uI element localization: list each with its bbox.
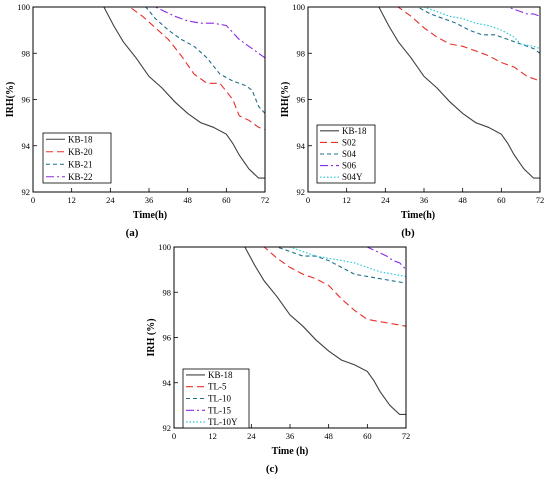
series-line [174, 246, 407, 277]
y-tick-label: 96 [22, 95, 31, 105]
x-tick-label: 60 [222, 195, 231, 205]
x-tick-label: 48 [324, 431, 333, 441]
x-tick-label: 12 [342, 195, 351, 205]
legend-entry: KB-18 [342, 126, 367, 136]
y-axis-label: IRH(%) [280, 82, 291, 118]
y-tick-label: 98 [297, 48, 306, 58]
legend-box [316, 124, 376, 184]
legend-entry: S02 [342, 137, 356, 147]
series-line [33, 6, 266, 114]
series-line [308, 6, 541, 54]
x-tick-label: 0 [172, 431, 176, 441]
y-axis-label: IRH (%) [146, 318, 157, 356]
y-tick-label: 98 [22, 48, 31, 58]
legend-entry: KB-18 [68, 134, 93, 144]
y-tick-label: 92 [297, 187, 306, 197]
y-tick-label: 92 [22, 187, 31, 197]
legend-entry: KB-21 [68, 159, 93, 169]
y-tick-label: 100 [17, 2, 30, 12]
x-tick-label: 12 [67, 195, 76, 205]
series-line [308, 6, 541, 82]
y-tick-label: 94 [163, 378, 172, 388]
y-tick-label: 96 [297, 95, 306, 105]
series-line [33, 6, 266, 131]
y-tick-label: 98 [163, 287, 172, 297]
legend-entry: KB-18 [208, 370, 233, 380]
x-tick-label: 36 [145, 195, 154, 205]
x-tick-label: 60 [363, 431, 372, 441]
legend-entry: S04Y [342, 172, 363, 182]
legend-entry: S06 [342, 161, 357, 171]
x-tick-label: 48 [183, 195, 192, 205]
legend-entry: TL-10 [208, 394, 231, 404]
x-tick-label: 72 [402, 431, 411, 441]
panel-label: (c) [266, 463, 279, 475]
chart-panel: 0 12 24 36 48 60 72 92 94 96 98 100 Time (h) IRH (%) (… [146, 242, 410, 475]
legend-entry: KB-20 [68, 147, 93, 157]
y-tick-label: 96 [163, 333, 172, 343]
x-tick-label: 72 [261, 195, 270, 205]
y-tick-label: 100 [292, 2, 305, 12]
legend-entry: TL-10Y [208, 417, 238, 427]
legend-entry: KB-22 [68, 172, 93, 182]
x-tick-label: 36 [420, 195, 429, 205]
x-axis-label: Time(h) [401, 210, 435, 221]
series-line [33, 6, 265, 179]
series-line [308, 6, 541, 50]
x-tick-label: 24 [106, 195, 115, 205]
x-tick-label: 72 [536, 195, 545, 205]
x-tick-label: 12 [208, 431, 217, 441]
x-tick-label: 0 [31, 195, 35, 205]
series-line [174, 246, 407, 270]
y-tick-label: 94 [297, 141, 306, 151]
x-tick-label: 48 [458, 195, 467, 205]
legend-box [42, 132, 112, 184]
legend-entry: S04 [342, 149, 357, 159]
x-axis-label: Time (h) [272, 446, 309, 457]
x-tick-label: 24 [247, 431, 256, 441]
series-line [174, 246, 407, 284]
x-tick-label: 60 [497, 195, 506, 205]
y-tick-label: 100 [158, 242, 171, 252]
y-tick-label: 92 [163, 423, 172, 433]
panel-label: (b) [401, 227, 415, 239]
x-tick-label: 24 [381, 195, 390, 205]
series-line [33, 6, 266, 59]
series-line [308, 6, 540, 179]
y-axis-label: IRH(%) [5, 82, 16, 118]
chart-panel: 0 12 24 36 48 60 72 92 94 96 98 100 Time(h) IRH(%) (b)… [280, 2, 544, 239]
chart-panel: 0 12 24 36 48 60 72 92 94 96 98 100 Time(h) IRH(%) (a)… [5, 2, 269, 239]
legend-entry: TL-5 [208, 382, 227, 392]
x-tick-label: 0 [306, 195, 310, 205]
series-line [174, 246, 406, 415]
panel-label: (a) [126, 227, 139, 239]
y-tick-label: 94 [22, 141, 31, 151]
series-line [308, 6, 541, 17]
legend-entry: TL-15 [208, 405, 231, 415]
x-axis-label: Time(h) [133, 210, 167, 221]
x-tick-label: 36 [286, 431, 295, 441]
series-line [174, 246, 407, 327]
